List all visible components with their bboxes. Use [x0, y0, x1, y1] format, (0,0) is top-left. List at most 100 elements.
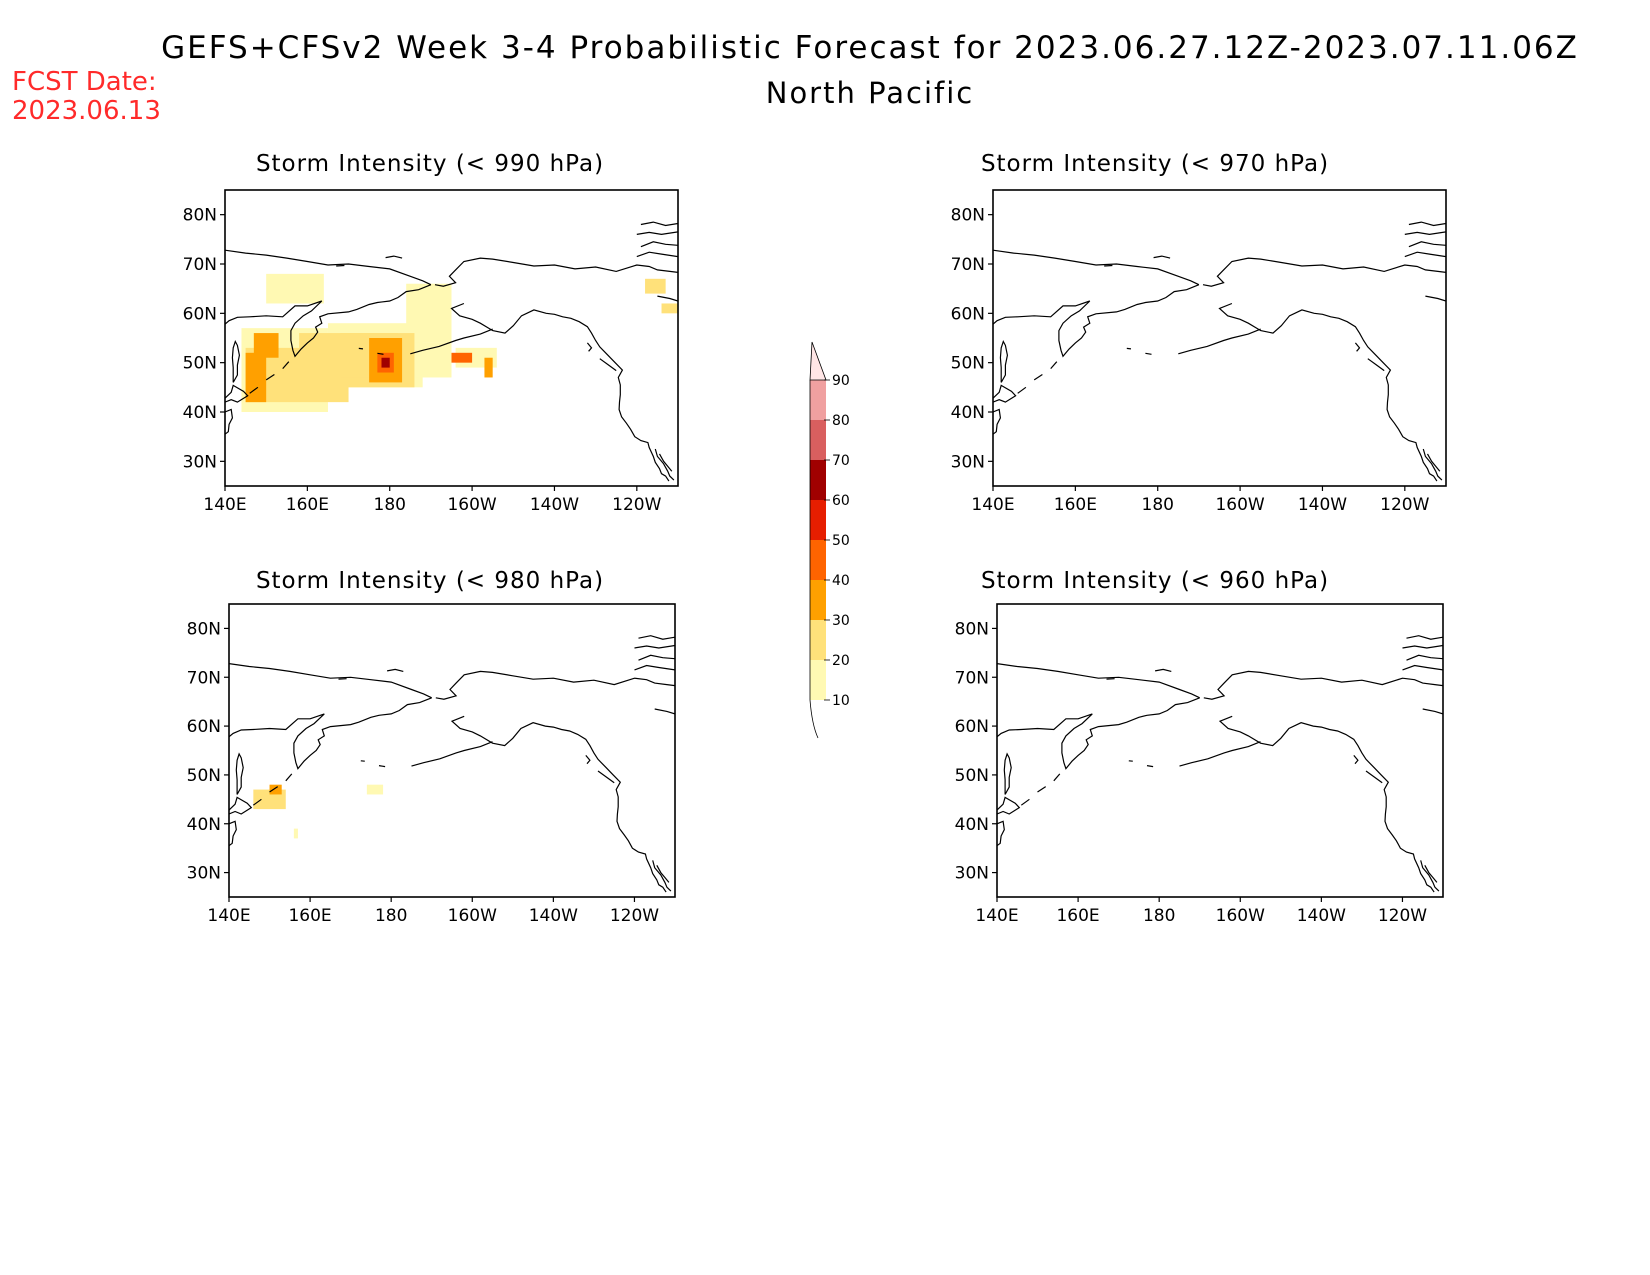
colorbar-segment — [810, 580, 826, 620]
colorbar-level-label: 30 — [832, 613, 850, 629]
probability-cell — [645, 278, 666, 294]
lat-tick-label: 60N — [955, 717, 989, 737]
panel-title-960: Storm Intensity (< 960 hPa) — [980, 568, 1330, 594]
coastline — [1420, 860, 1440, 892]
coastline — [1408, 241, 1446, 248]
lat-tick-label: 50N — [955, 766, 989, 786]
lat-tick-label: 30N — [951, 452, 985, 472]
map-panel-990: 140E 160E 180 160W 140W 120W 80N 70N 60N 50N 40N 30… — [183, 189, 679, 515]
panel-title-970: Storm Intensity (< 970 hPa) — [980, 151, 1330, 177]
coastline — [1406, 654, 1443, 661]
colorbar-segment — [810, 420, 826, 460]
coastline — [269, 786, 279, 793]
map-panel-980: 140E 160E 180 160W 140W 120W 80N 70N 60N 50N 40N 30… — [187, 603, 676, 926]
lat-tick-label: 70N — [951, 255, 985, 275]
coastline — [634, 644, 675, 649]
probability-cell — [253, 333, 279, 358]
coastline — [1406, 635, 1443, 640]
coastline — [1179, 741, 1261, 767]
lon-tick-label: 180 — [375, 906, 407, 926]
colorbar-level-label: 90 — [832, 373, 850, 389]
coastline — [1178, 328, 1261, 355]
coastline — [1037, 786, 1047, 793]
lat-tick-label: 80N — [951, 206, 985, 226]
region-subtitle: North Pacific — [765, 76, 975, 110]
lon-tick-label: 160E — [288, 906, 331, 926]
coastline — [1203, 670, 1443, 700]
probability-cell — [293, 828, 298, 839]
probability-cell — [366, 784, 384, 795]
coastline — [1408, 221, 1446, 227]
lat-tick-label: 80N — [955, 619, 989, 639]
coastline — [636, 251, 678, 258]
map-panel-970: 140E 160E 180 160W 140W 120W 80N 70N 60N 50N 40N 30… — [951, 189, 1447, 515]
lon-tick-label: 160W — [1216, 906, 1265, 926]
lat-tick-label: 30N — [183, 452, 217, 472]
coastline — [225, 384, 249, 403]
colorbar-segment — [810, 540, 826, 580]
coastline — [1422, 708, 1443, 715]
coastline — [231, 339, 241, 383]
colorbar-bottom-arrow — [809, 699, 819, 739]
coastline — [654, 708, 675, 715]
coastline — [993, 284, 1200, 358]
forecast-date-value: 2023.06.13 — [12, 96, 161, 126]
coastline — [999, 339, 1009, 383]
lon-tick-label: 160W — [1215, 495, 1264, 515]
coastline — [1145, 352, 1152, 355]
coastline — [652, 860, 672, 892]
coastline — [1146, 765, 1154, 768]
coastline — [997, 697, 1200, 770]
coastline — [385, 255, 403, 259]
coastline — [1367, 358, 1385, 372]
coastline — [411, 741, 493, 767]
coastline — [656, 865, 670, 883]
coastline — [235, 752, 244, 795]
probability-cell — [451, 352, 473, 363]
coastline — [585, 755, 591, 765]
probability-cell — [381, 357, 390, 368]
lat-tick-label: 60N — [951, 304, 985, 324]
lat-tick-label: 40N — [183, 403, 217, 423]
probability-cell — [269, 784, 282, 795]
colorbar-level-label: 10 — [832, 693, 850, 709]
forecast-date-label: FCST Date: — [12, 67, 157, 97]
coastline — [993, 408, 1002, 435]
lon-tick-label: 160E — [1056, 906, 1099, 926]
coastline — [586, 342, 593, 352]
coastline — [1218, 302, 1438, 482]
coastline — [249, 386, 259, 394]
coastline — [1402, 664, 1443, 671]
forecast-date-block: FCST Date: 2023.06.13 — [12, 68, 161, 126]
lon-tick-label: 120W — [610, 906, 659, 926]
probability-cell — [661, 303, 678, 314]
coastline — [265, 373, 275, 381]
lat-tick-label: 60N — [187, 717, 221, 737]
colorbar-segment — [810, 620, 826, 660]
map-panel-960: 140E 160E 180 160W 140W 120W 80N 70N 60N 50N 40N 30… — [955, 603, 1444, 926]
lon-tick-label: 180 — [1142, 495, 1174, 515]
coastline — [1404, 251, 1446, 258]
lat-tick-label: 40N — [955, 815, 989, 835]
coastline — [1153, 255, 1171, 259]
coastline — [1353, 755, 1359, 765]
panel-title-980: Storm Intensity (< 980 hPa) — [255, 568, 605, 594]
coastline — [225, 408, 234, 435]
lat-tick-label: 80N — [187, 619, 221, 639]
coastline — [225, 249, 432, 286]
coastline — [597, 770, 615, 784]
coastline — [386, 668, 404, 672]
lon-tick-label: 140W — [1297, 906, 1346, 926]
panel-title-990: Storm Intensity (< 990 hPa) — [255, 151, 605, 177]
lon-tick-label: 140W — [529, 906, 578, 926]
lat-tick-label: 50N — [187, 766, 221, 786]
coastline — [1365, 770, 1383, 784]
coastline — [1003, 752, 1012, 795]
coastline — [378, 765, 386, 768]
coastline — [636, 231, 678, 236]
coastline — [377, 352, 384, 355]
lat-tick-label: 30N — [955, 864, 989, 884]
lon-tick-label: 120W — [1380, 495, 1429, 515]
lat-tick-label: 70N — [187, 668, 221, 688]
coastline — [1404, 231, 1446, 236]
